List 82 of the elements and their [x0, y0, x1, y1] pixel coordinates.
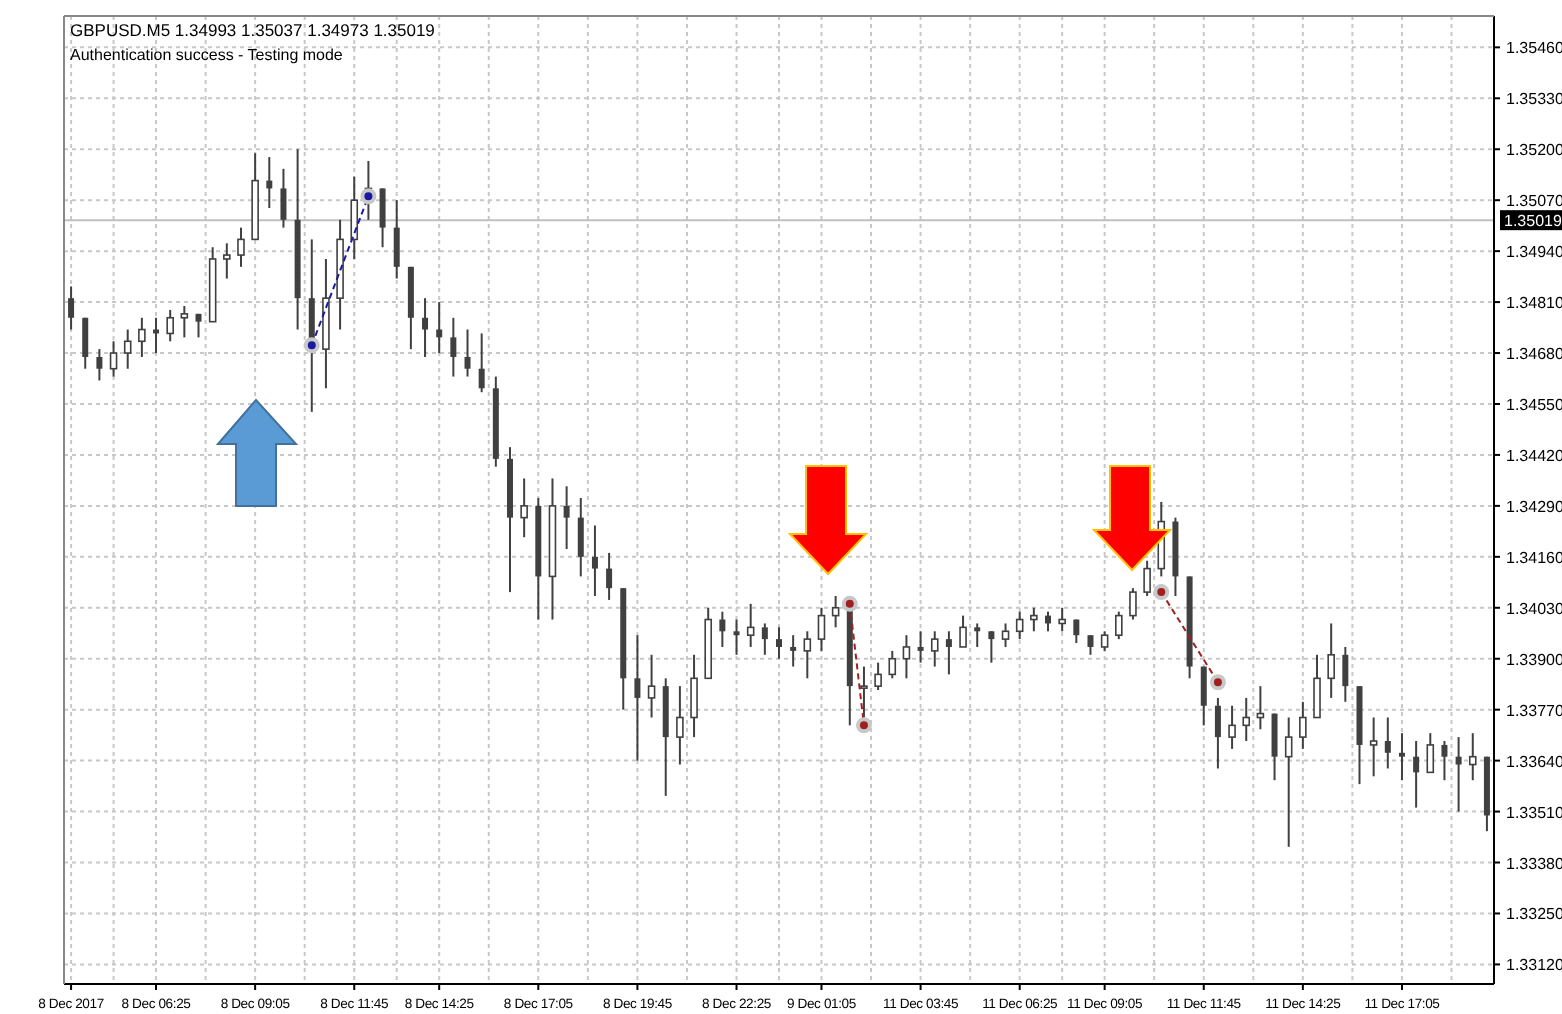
- candlestick: [1426, 732, 1435, 774]
- candlestick: [803, 630, 812, 680]
- candlestick: [1271, 712, 1278, 782]
- candlestick: [591, 524, 598, 598]
- candlestick: [790, 634, 797, 668]
- candlestick: [1087, 634, 1094, 656]
- candlestick: [634, 634, 641, 762]
- candlestick: [917, 630, 924, 664]
- candlestick: [1256, 685, 1265, 731]
- candlestick: [478, 332, 485, 394]
- candlestick: [1228, 704, 1236, 750]
- candlestick: [959, 614, 967, 648]
- candlestick: [1468, 732, 1477, 782]
- candlestick: [1369, 716, 1378, 778]
- candlestick: [1398, 732, 1405, 782]
- candlestick: [1015, 610, 1024, 641]
- candlestick: [733, 618, 740, 656]
- candlestick: [1384, 716, 1391, 770]
- candlestick: [138, 316, 146, 358]
- candlestick: [1214, 696, 1221, 770]
- candlestick: [719, 610, 726, 648]
- candlestick: [180, 305, 189, 339]
- candlestick: [1313, 653, 1321, 719]
- candlestick: [746, 602, 755, 648]
- candlestick: [1455, 736, 1462, 813]
- candlestick: [1129, 587, 1137, 621]
- candlestick: [902, 634, 911, 680]
- candlestick: [1327, 622, 1335, 699]
- candlestick: [1001, 622, 1010, 648]
- candlestick: [422, 297, 429, 358]
- candlestick: [166, 308, 174, 343]
- candlestick: [393, 199, 400, 280]
- point: [841, 595, 858, 612]
- candlestick: [647, 653, 656, 719]
- candlestick: [109, 340, 118, 378]
- candlestick: [123, 328, 132, 370]
- candlestick: [831, 595, 840, 629]
- candlestick: [1200, 665, 1207, 727]
- ref-line-label: 1.35019: [1504, 212, 1562, 231]
- candlestick: [237, 226, 245, 268]
- candlestick: [1413, 740, 1420, 809]
- candlestick: [676, 685, 684, 766]
- point: [1153, 584, 1170, 601]
- candlestick: [1342, 645, 1349, 703]
- candlestick: [974, 622, 981, 648]
- point: [1209, 674, 1226, 691]
- candlestick: [96, 348, 103, 382]
- candlestick: [860, 665, 868, 719]
- candlestick: [817, 606, 826, 652]
- candlestick: [563, 485, 570, 550]
- candlestick: [350, 175, 359, 260]
- point: [303, 337, 320, 354]
- candlestick: [1441, 740, 1448, 782]
- candlestick: [82, 316, 89, 370]
- candlestick: [874, 661, 882, 692]
- candlestick: [1030, 606, 1038, 633]
- chart-title: GBPUSD.M5 1.34993 1.35037 1.34973 1.35019: [70, 20, 436, 40]
- candlestick: [1143, 559, 1151, 598]
- candlestick: [379, 187, 386, 249]
- candlestick: [1058, 606, 1066, 633]
- candlestick: [1299, 700, 1307, 750]
- candlestick: [945, 630, 952, 676]
- candlestick: [1115, 610, 1123, 641]
- point: [855, 717, 872, 734]
- candlestick: [68, 285, 75, 331]
- candlestick: [888, 649, 897, 680]
- candlestick: [988, 630, 995, 664]
- candlestick: [280, 167, 287, 229]
- candlestick: [776, 626, 782, 660]
- text: Authentication success - Testing mode: [70, 46, 344, 64]
- candlestick: [761, 622, 768, 656]
- candlestick: [223, 242, 231, 280]
- candlestick: [464, 328, 471, 378]
- candlestick: [930, 630, 939, 668]
- candlestick: [520, 477, 528, 539]
- candlestick: [577, 497, 584, 578]
- candlestick: [450, 316, 457, 378]
- candlestick: [1242, 696, 1251, 743]
- candlestick: [606, 551, 613, 601]
- candlestick: [690, 653, 698, 739]
- candlestick: [1100, 630, 1109, 652]
- candlestick: [1284, 716, 1293, 848]
